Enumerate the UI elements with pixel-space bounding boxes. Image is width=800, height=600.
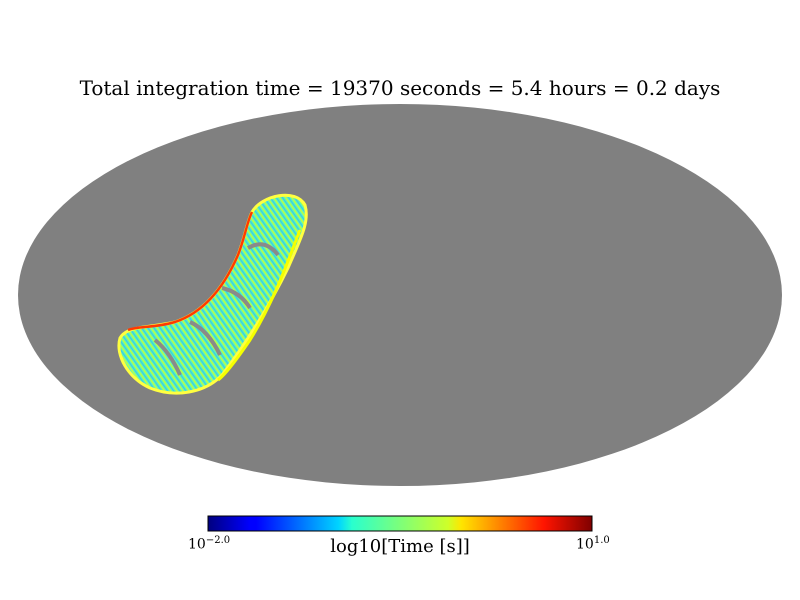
colorbar-label: log10[Time [s]] — [330, 536, 470, 557]
coverage-edge-yellow — [217, 229, 302, 382]
colorbar-max-tick: 101.0 — [576, 535, 610, 553]
gap-arc — [246, 242, 280, 257]
colorbar — [207, 515, 593, 532]
gap-arc — [189, 320, 222, 356]
coverage-edge-red — [127, 211, 254, 332]
sky-map-background — [18, 104, 782, 486]
gap-arc — [153, 338, 182, 376]
gap-arc — [221, 286, 252, 310]
chart-title: Total integration time = 19370 seconds =… — [79, 76, 721, 100]
colorbar-min-tick: 10−2.0 — [188, 535, 231, 553]
